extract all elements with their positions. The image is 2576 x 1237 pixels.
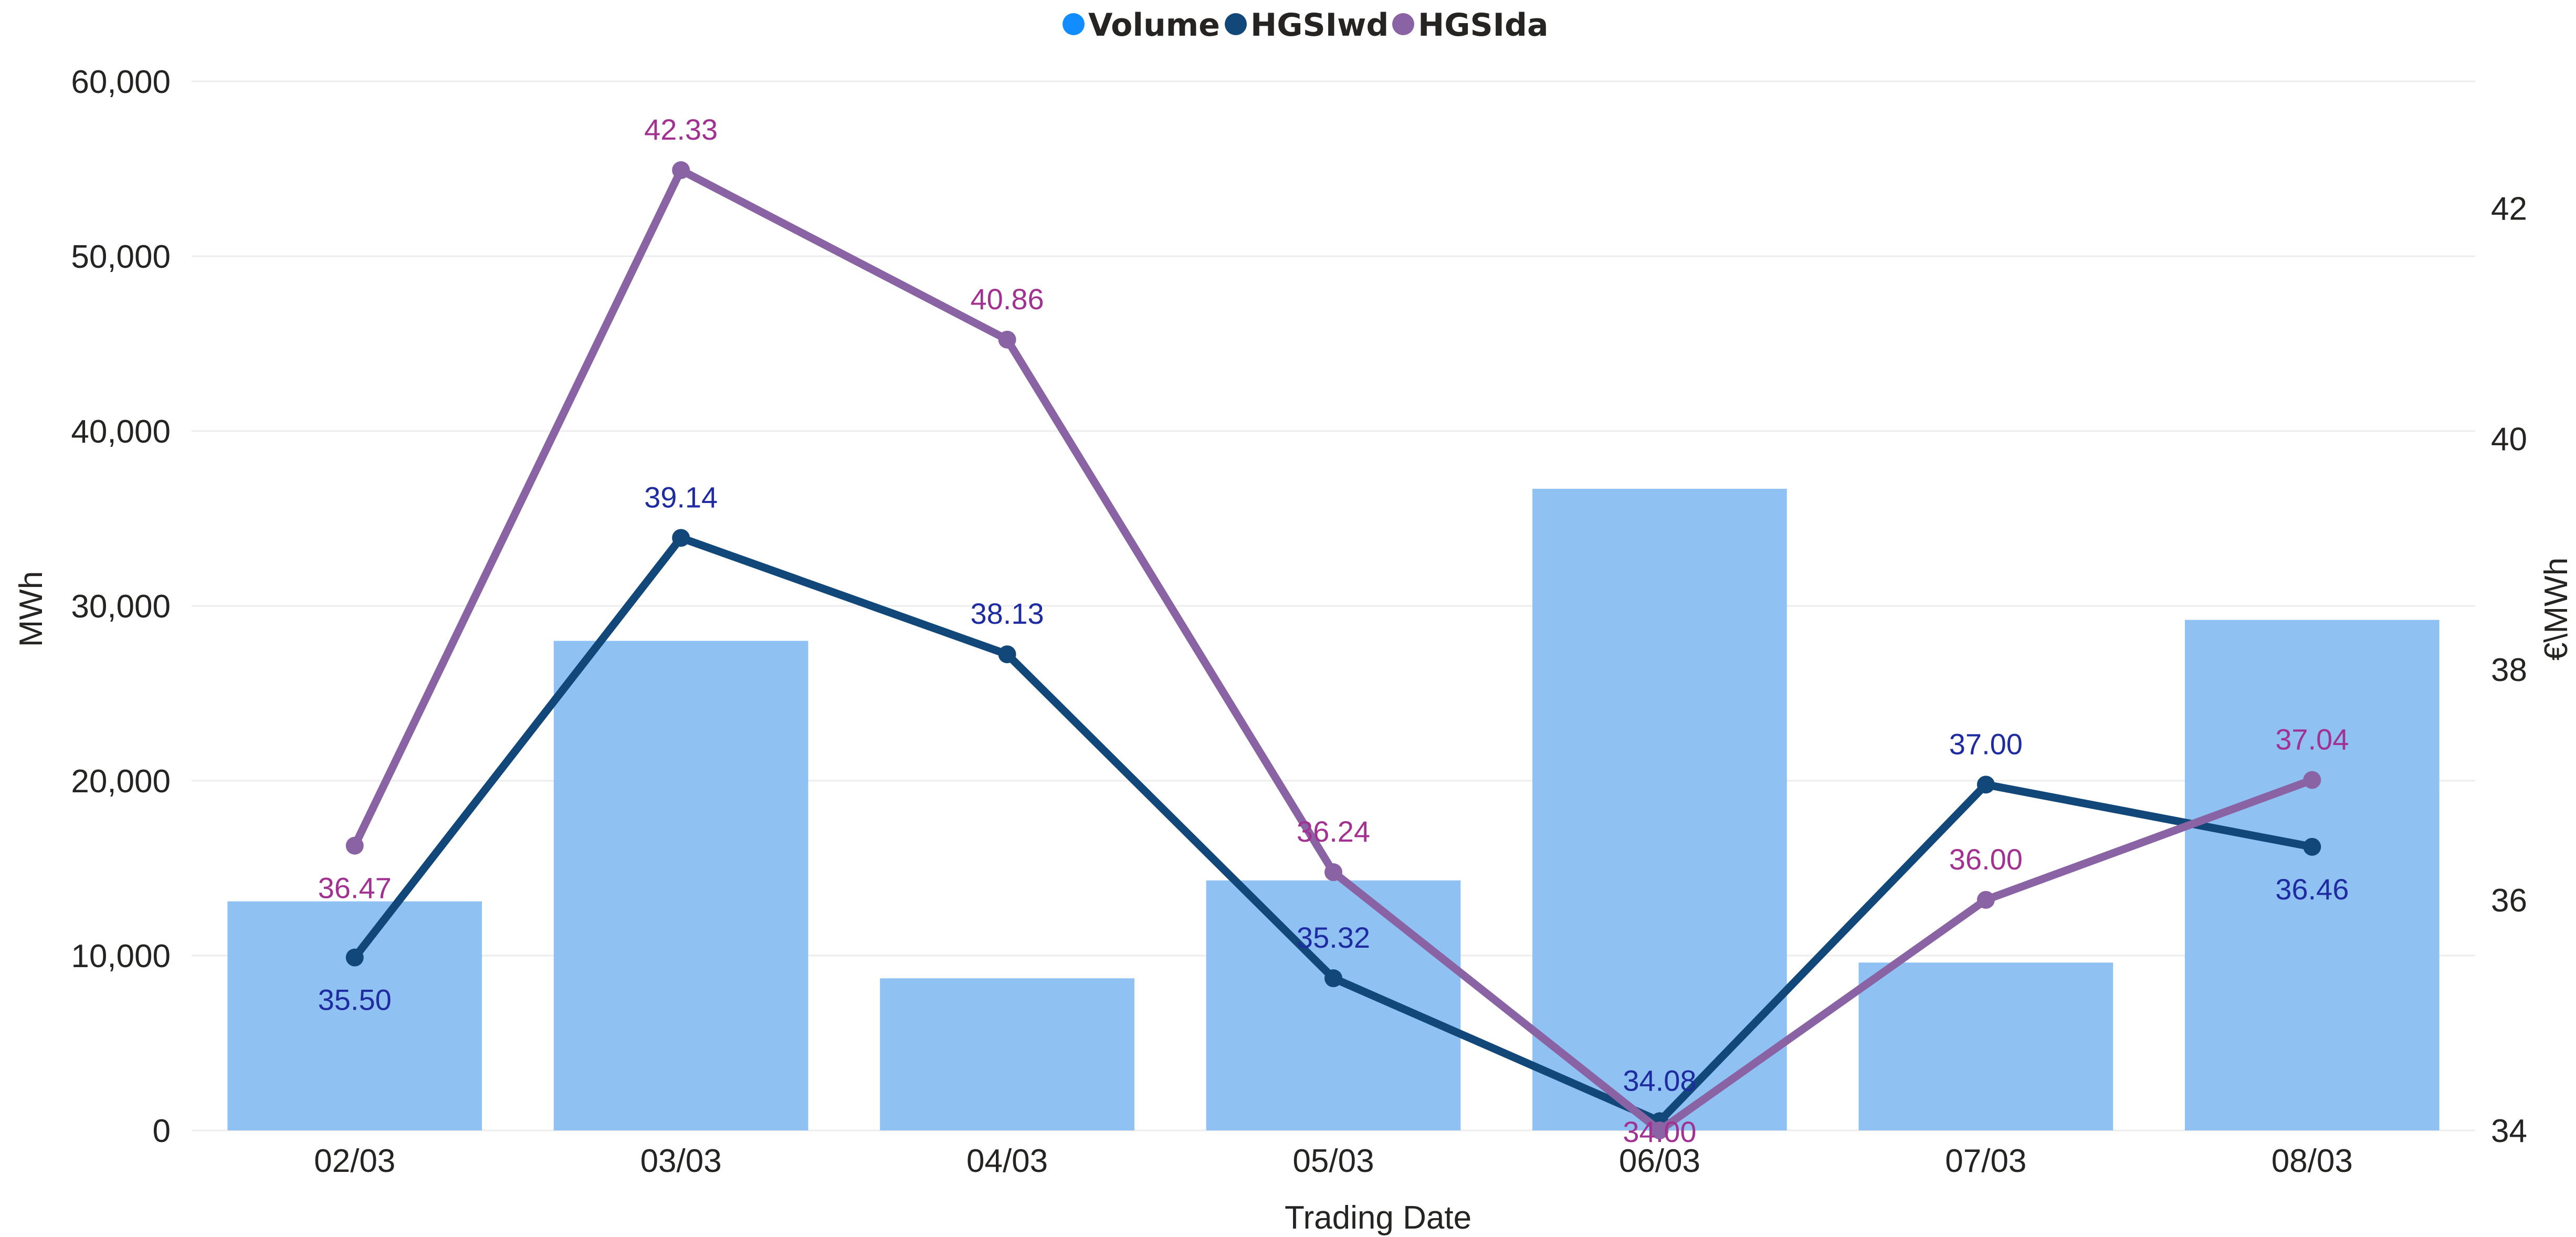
right-axis-tick-label: 40 (2491, 422, 2527, 458)
point-hgsiwd (998, 645, 1016, 664)
point-hgsida (998, 330, 1016, 349)
legend: Volume HGSIwd HGSIda (1063, 7, 1548, 44)
point-hgsiwd (672, 529, 690, 547)
point-hgsida (1324, 863, 1342, 882)
point-hgsida (345, 836, 364, 855)
data-label-hgsiwd: 36.46 (2275, 873, 2349, 906)
x-axis-tick-label: 06/03 (1619, 1143, 1700, 1179)
point-hgsiwd (1976, 775, 1995, 794)
legend-marker-hgsiwd (1225, 13, 1247, 35)
data-label-hgsida: 40.86 (971, 282, 1044, 316)
legend-marker-hgsida (1392, 13, 1414, 35)
data-label-hgsida: 42.33 (644, 113, 718, 146)
x-axis-tick-label: 04/03 (966, 1143, 1048, 1179)
legend-label-hgsida: HGSIda (1418, 7, 1548, 44)
data-label-hgsida: 34.00 (1623, 1115, 1696, 1148)
legend-label-volume: Volume (1088, 7, 1220, 44)
point-hgsiwd (345, 948, 364, 967)
right-axis-tick-label: 36 (2491, 883, 2527, 919)
data-label-hgsiwd: 39.14 (644, 480, 718, 513)
data-label-hgsiwd: 35.32 (1297, 921, 1370, 954)
right-y-axis: 34 36 38 40 42 (2491, 191, 2527, 1149)
left-axis-tick-label: 60,000 (71, 64, 171, 100)
legend-item-volume[interactable]: Volume (1063, 7, 1220, 44)
data-labels: 35.50 39.14 38.13 35.32 34.08 37.00 36.46 36.47… (318, 113, 2349, 1148)
volume-bar (2184, 620, 2440, 1130)
data-label-hgsida: 37.04 (2275, 723, 2349, 756)
point-hgsiwd (2303, 837, 2321, 856)
left-y-axis-title: MWh (13, 571, 49, 647)
price-lines (345, 161, 2321, 1139)
data-label-hgsiwd: 38.13 (971, 597, 1044, 630)
left-axis-tick-label: 0 (153, 1113, 171, 1149)
left-axis-tick-label: 20,000 (71, 763, 171, 800)
point-hgsida (1650, 1121, 1669, 1139)
x-axis-tick-label: 03/03 (640, 1143, 722, 1179)
x-axis-tick-label: 08/03 (2272, 1143, 2353, 1179)
point-hgsiwd (1324, 969, 1342, 988)
right-axis-tick-label: 38 (2491, 652, 2527, 688)
data-label-hgsida: 36.24 (1297, 815, 1370, 848)
right-y-axis-title: €\MWh (2538, 558, 2574, 661)
point-hgsida (2303, 771, 2321, 789)
x-axis-tick-label: 05/03 (1292, 1143, 1374, 1179)
point-hgsida (672, 161, 690, 180)
left-axis-tick-label: 40,000 (71, 414, 171, 450)
left-axis-tick-label: 30,000 (71, 589, 171, 625)
volume-bar (553, 641, 808, 1130)
volume-bar (1206, 880, 1461, 1130)
left-axis-tick-label: 50,000 (71, 239, 171, 275)
x-axis-tick-label: 02/03 (314, 1143, 395, 1179)
volume-bar (227, 901, 482, 1130)
volume-bar (880, 978, 1134, 1130)
data-label-hgsida: 36.47 (318, 872, 392, 905)
x-axis: 02/03 03/03 04/03 05/03 06/03 07/03 08/03 (314, 1143, 2353, 1179)
left-y-axis: 0 10,000 20,000 30,000 40,000 50,000 60,000 (71, 64, 171, 1149)
data-label-hgsiwd: 35.50 (318, 983, 392, 1016)
data-label-hgsiwd: 34.08 (1623, 1064, 1696, 1097)
volume-bars (227, 488, 2440, 1130)
legend-label-hgsiwd: HGSIwd (1250, 7, 1389, 44)
volume-bar (1532, 488, 1787, 1130)
legend-marker-volume (1063, 13, 1085, 35)
data-label-hgsida: 36.00 (1949, 843, 2023, 876)
volume-bar (1858, 962, 2114, 1130)
point-hgsida (1976, 890, 1995, 909)
x-axis-title: Trading Date (1285, 1200, 1471, 1236)
right-axis-tick-label: 42 (2491, 191, 2527, 227)
legend-item-hgsiwd[interactable]: HGSIwd (1225, 7, 1389, 44)
right-axis-tick-label: 34 (2491, 1113, 2527, 1149)
x-axis-tick-label: 07/03 (1945, 1143, 2026, 1179)
data-label-hgsiwd: 37.00 (1949, 727, 2023, 760)
legend-item-hgsida[interactable]: HGSIda (1392, 7, 1548, 44)
left-axis-tick-label: 10,000 (71, 938, 171, 974)
